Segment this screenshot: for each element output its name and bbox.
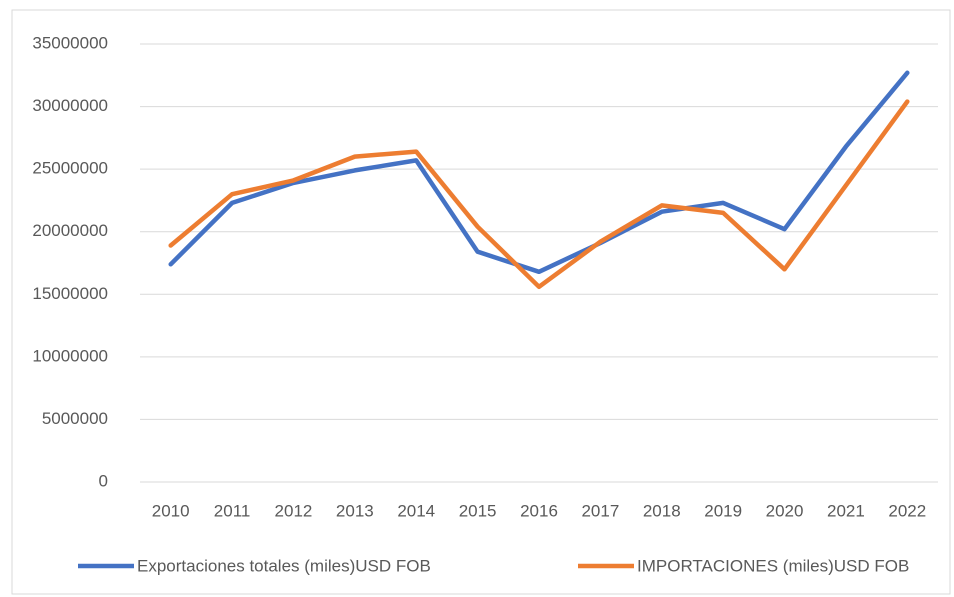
y-tick-label: 15000000 bbox=[32, 284, 108, 303]
x-tick-label: 2019 bbox=[704, 501, 742, 520]
x-tick-label: 2021 bbox=[827, 501, 865, 520]
x-tick-label: 2018 bbox=[643, 501, 681, 520]
x-tick-label: 2015 bbox=[459, 501, 497, 520]
x-tick-label: 2017 bbox=[581, 501, 619, 520]
y-tick-label: 20000000 bbox=[32, 221, 108, 240]
x-tick-label: 2016 bbox=[520, 501, 558, 520]
y-tick-label: 30000000 bbox=[32, 96, 108, 115]
y-tick-label: 25000000 bbox=[32, 159, 108, 178]
x-tick-label: 2010 bbox=[152, 501, 190, 520]
y-tick-label: 5000000 bbox=[42, 409, 108, 428]
x-tick-label: 2022 bbox=[888, 501, 926, 520]
chart-frame bbox=[11, 9, 951, 595]
y-tick-label: 0 bbox=[99, 471, 108, 490]
series-line bbox=[168, 70, 910, 275]
x-tick-label: 2020 bbox=[766, 501, 804, 520]
legend-label: Exportaciones totales (miles)USD FOB bbox=[137, 556, 431, 575]
x-tick-label: 2014 bbox=[397, 501, 435, 520]
legend-label: IMPORTACIONES (miles)USD FOB bbox=[637, 556, 909, 575]
x-tick-label: 2012 bbox=[275, 501, 313, 520]
y-tick-label: 35000000 bbox=[32, 33, 108, 52]
x-tick-label: 2013 bbox=[336, 501, 374, 520]
series-line bbox=[168, 99, 910, 290]
x-tick-label: 2011 bbox=[214, 501, 251, 520]
y-tick-label: 10000000 bbox=[32, 346, 108, 365]
